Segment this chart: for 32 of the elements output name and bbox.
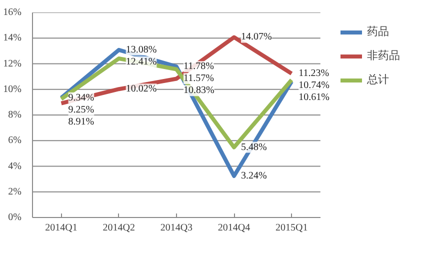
x-tick-label: 2014Q4	[218, 222, 250, 234]
x-tick-label: 2014Q2	[102, 222, 135, 234]
data-label: 5.48%	[241, 142, 267, 153]
y-tick-label: 2%	[8, 186, 22, 198]
y-tick-label: 0%	[8, 212, 22, 223]
y-tick-label: 16%	[3, 7, 22, 18]
data-label: 9.25%	[68, 104, 94, 116]
data-label: 14.07%	[241, 32, 272, 43]
y-tick-label: 8%	[8, 110, 22, 120]
data-label: 10.61%	[298, 92, 330, 104]
legend-label: 非药品	[367, 48, 400, 64]
data-label: 10.83%	[183, 85, 214, 96]
data-label: 10.02%	[126, 84, 157, 95]
data-label: 3.24%	[241, 170, 267, 182]
data-label: 11.78%	[183, 61, 214, 72]
y-tick-label: 4%	[8, 160, 22, 172]
x-tick-label: 2014Q3	[160, 222, 193, 234]
x-tick-label: 2015Q1	[275, 222, 308, 234]
y-tick-label: 10%	[3, 84, 22, 95]
data-label: 10.74%	[298, 80, 330, 92]
data-label: 11.57%	[183, 73, 214, 84]
data-label: 8.91%	[68, 116, 94, 128]
y-tick-label: 14%	[3, 32, 22, 44]
data-label: 13.08%	[126, 44, 157, 56]
x-tick-label: 2014Q1	[45, 222, 78, 234]
data-label: 11.23%	[298, 68, 330, 80]
y-tick-label: 6%	[8, 135, 22, 146]
y-tick-label: 12%	[3, 58, 22, 70]
legend-label: 总计	[367, 72, 389, 88]
legend-label: 药品	[367, 24, 389, 40]
data-label: 12.41%	[126, 56, 157, 68]
data-label: 9.34%	[68, 92, 94, 104]
